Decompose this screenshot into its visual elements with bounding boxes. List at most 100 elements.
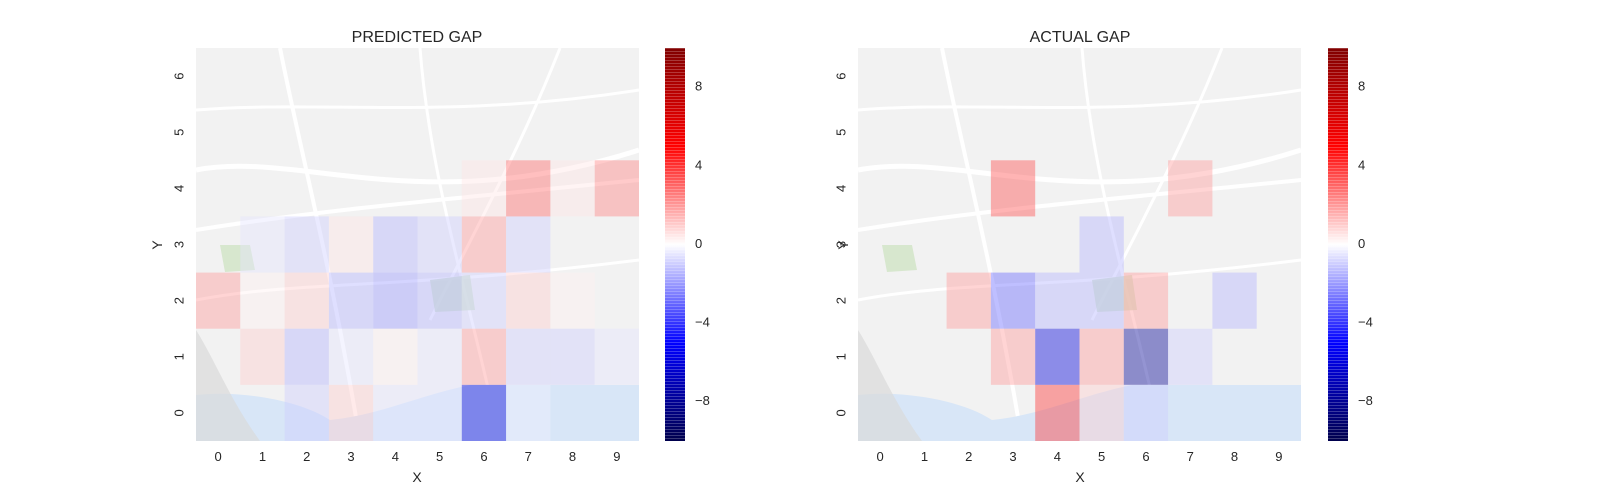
actual-gap-panel: ACTUAL GAP 0 1 2 3 4 5 6 7 8 9 0 1 2 3 4 5 6 X Y −8 −4 0 4… xyxy=(833,29,1372,485)
y-tick-label: 5 xyxy=(171,129,186,136)
colorbar-tick-label: 0 xyxy=(695,236,702,251)
heatmap-cell xyxy=(417,216,462,273)
heatmap-cell xyxy=(990,272,1036,329)
y-tick-label: 4 xyxy=(171,185,186,192)
heatmap-cell xyxy=(417,272,462,329)
heatmap-cell xyxy=(1079,272,1124,329)
heatmap-cell xyxy=(1035,384,1080,441)
y-tick-label: 0 xyxy=(171,409,186,416)
x-tick-label: 5 xyxy=(436,449,443,464)
heatmap-cells xyxy=(196,160,639,441)
y-axis-label: Y xyxy=(835,240,851,250)
y-tick-label: 1 xyxy=(171,353,186,360)
x-tick-label: 7 xyxy=(525,449,532,464)
chart-title: PREDICTED GAP xyxy=(352,29,483,46)
x-tick-label: 2 xyxy=(965,449,972,464)
heatmap-cell xyxy=(550,328,595,385)
x-tick-label: 0 xyxy=(215,449,222,464)
heatmap-cell xyxy=(417,384,462,441)
heatmap-cell xyxy=(461,328,507,385)
heatmap-cell xyxy=(946,272,991,329)
heatmap-cell xyxy=(373,384,418,441)
y-tick-label: 6 xyxy=(833,72,848,79)
x-tick-label: 6 xyxy=(480,449,487,464)
colorbar-tick-label: 4 xyxy=(695,157,702,172)
heatmap-cell xyxy=(373,328,418,385)
y-tick-label: 2 xyxy=(833,297,848,304)
heatmap-cell xyxy=(240,328,285,385)
x-tick-label: 9 xyxy=(613,449,620,464)
y-tick-label: 2 xyxy=(171,297,186,304)
x-tick-label: 7 xyxy=(1187,449,1194,464)
y-tick-labels: 0 1 2 3 4 5 6 xyxy=(171,72,186,416)
heatmap-cell xyxy=(284,272,329,329)
heatmap-cell xyxy=(506,216,551,273)
heatmap-cell xyxy=(550,272,595,329)
heatmap-cell xyxy=(1035,272,1080,329)
y-axis-label: Y xyxy=(149,240,165,250)
heatmap-cell xyxy=(990,160,1036,217)
heatmap-cell xyxy=(417,328,462,385)
heatmap-cell xyxy=(506,328,551,385)
heatmap-cell xyxy=(373,272,418,329)
heatmap-cell xyxy=(328,384,374,441)
colorbar-tick-label: 0 xyxy=(1358,236,1365,251)
y-tick-label: 4 xyxy=(833,185,848,192)
heatmap-cell xyxy=(1079,384,1124,441)
heatmap-cell xyxy=(328,328,374,385)
heatmap-cell xyxy=(1123,328,1169,385)
x-tick-label: 4 xyxy=(392,449,399,464)
heatmap-cell xyxy=(594,160,639,217)
heatmap-cells xyxy=(946,160,1257,441)
heatmap-cell xyxy=(506,272,551,329)
heatmap-cell xyxy=(990,328,1036,385)
colorbar-tick-label: −8 xyxy=(695,393,710,408)
colorbar-tick-label: −4 xyxy=(1358,315,1373,330)
heatmap-cell xyxy=(1168,160,1213,217)
colorbar: −8 −4 0 4 8 xyxy=(665,48,710,441)
y-tick-label: 3 xyxy=(171,241,186,248)
heatmap-cell xyxy=(594,328,639,385)
y-tick-labels: 0 1 2 3 4 5 6 xyxy=(833,72,848,416)
heatmap-cell xyxy=(550,160,595,217)
heatmap-cell xyxy=(284,216,329,273)
x-tick-label: 1 xyxy=(921,449,928,464)
x-tick-labels: 0 1 2 3 4 5 6 7 8 9 xyxy=(215,449,621,464)
heatmap-cell xyxy=(1168,328,1213,385)
x-tick-labels: 0 1 2 3 4 5 6 7 8 9 xyxy=(877,449,1283,464)
x-tick-label: 9 xyxy=(1275,449,1282,464)
x-tick-label: 3 xyxy=(347,449,354,464)
heatmap-cell xyxy=(461,384,507,441)
y-tick-label: 5 xyxy=(833,129,848,136)
colorbar-tick-label: −8 xyxy=(1358,393,1373,408)
map-background xyxy=(195,47,640,442)
y-tick-label: 6 xyxy=(171,72,186,79)
x-tick-label: 6 xyxy=(1142,449,1149,464)
heatmap-cell xyxy=(1079,328,1124,385)
colorbar-tick-label: 8 xyxy=(1358,79,1365,94)
x-tick-label: 8 xyxy=(1231,449,1238,464)
colorbar-tick-label: 8 xyxy=(695,79,702,94)
x-tick-label: 2 xyxy=(303,449,310,464)
heatmap-cell xyxy=(1123,272,1169,329)
heatmap-cell xyxy=(284,328,329,385)
x-tick-label: 0 xyxy=(877,449,884,464)
y-tick-label: 1 xyxy=(833,353,848,360)
heatmap-cell xyxy=(1079,216,1124,273)
y-tick-label: 0 xyxy=(833,409,848,416)
heatmap-cell xyxy=(284,384,329,441)
heatmap-cell xyxy=(461,272,507,329)
x-tick-label: 8 xyxy=(569,449,576,464)
heatmap-cell xyxy=(240,216,285,273)
y-tick-label: 3 xyxy=(833,241,848,248)
colorbar-tick-labels: −8 −4 0 4 8 xyxy=(695,79,710,408)
heatmap-cell xyxy=(328,272,374,329)
heatmap-cell xyxy=(461,160,507,217)
colorbar-tick-labels: −8 −4 0 4 8 xyxy=(1358,79,1373,408)
heatmap-cell xyxy=(461,216,507,273)
heatmap-cell xyxy=(1035,328,1080,385)
colorbar-tick-label: 4 xyxy=(1358,157,1365,172)
map-background xyxy=(857,47,1302,442)
